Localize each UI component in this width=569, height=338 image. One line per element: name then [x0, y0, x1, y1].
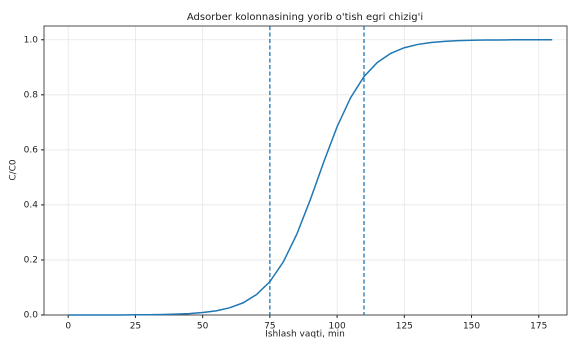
- x-tick-label: 50: [197, 322, 209, 332]
- line-series: [68, 39, 553, 316]
- y-axis-label: C/C0: [9, 159, 19, 181]
- chart-title: Adsorber kolonnasining yorib o'tish egri…: [187, 12, 423, 23]
- y-tick-label: 0.8: [24, 90, 39, 100]
- x-tick-label: 100: [329, 322, 346, 332]
- y-tick-label: 0.4: [24, 200, 39, 210]
- x-tick-label: 25: [130, 322, 141, 332]
- x-axis-label: Ishlash vaqti, min: [265, 330, 345, 338]
- x-tick-label: 175: [530, 322, 547, 332]
- plot-frame: [43, 25, 568, 316]
- y-tick-label: 1.0: [24, 35, 39, 45]
- y-tick-label: 0.2: [24, 255, 38, 265]
- x-tick-label: 0: [65, 322, 71, 332]
- x-tick-label: 75: [264, 322, 275, 332]
- y-tick-label: 0.6: [24, 145, 39, 155]
- y-tick-label: 0.0: [24, 311, 39, 321]
- x-tick-label: 150: [463, 322, 480, 332]
- x-tick-label: 125: [396, 322, 413, 332]
